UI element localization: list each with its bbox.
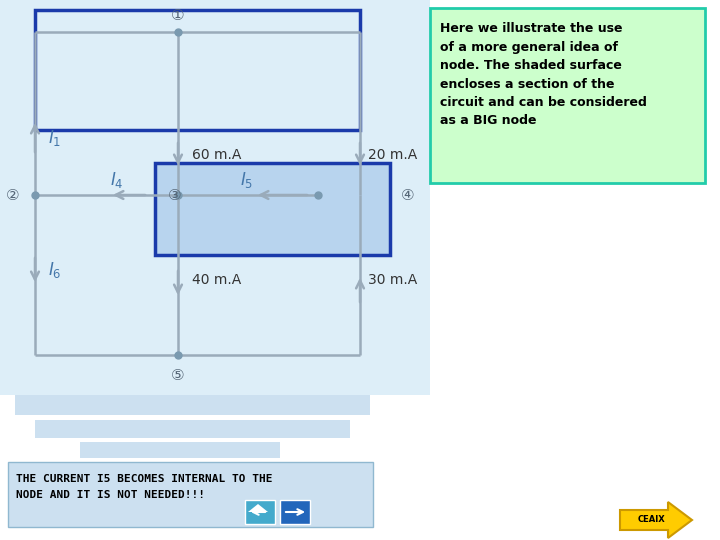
Text: ④: ④: [401, 187, 415, 202]
Text: 20 m.A: 20 m.A: [368, 148, 418, 162]
Bar: [280, 500, 310, 524]
Text: $I_1$: $I_1$: [48, 128, 61, 148]
Bar: [80, 442, 280, 458]
Text: ①: ①: [171, 9, 185, 24]
Text: Here we illustrate the use
of a more general idea of
node. The shaded surface
en: Here we illustrate the use of a more gen…: [440, 22, 647, 127]
Text: ②: ②: [6, 187, 20, 202]
Bar: [245, 500, 275, 524]
Bar: [15, 395, 370, 415]
Bar: [155, 163, 390, 255]
Bar: [8, 462, 373, 527]
Text: 60 m.A: 60 m.A: [192, 148, 241, 162]
Bar: [35, 420, 350, 438]
Text: ③: ③: [168, 187, 182, 202]
Text: $I_4$: $I_4$: [110, 170, 124, 190]
Polygon shape: [620, 502, 692, 538]
Text: 40 m.A: 40 m.A: [192, 273, 241, 287]
Bar: [0, 0, 430, 395]
Text: THE CURRENT I5 BECOMES INTERNAL TO THE
NODE AND IT IS NOT NEEDED!!!: THE CURRENT I5 BECOMES INTERNAL TO THE N…: [16, 474, 272, 500]
Bar: [430, 8, 705, 183]
Text: 30 m.A: 30 m.A: [368, 273, 418, 287]
Text: CEAIX: CEAIX: [638, 516, 666, 524]
Text: ⑤: ⑤: [171, 368, 185, 382]
Text: $I_6$: $I_6$: [48, 260, 61, 280]
Text: $I_5$: $I_5$: [240, 170, 253, 190]
Bar: [35, 10, 360, 130]
Polygon shape: [248, 504, 268, 512]
